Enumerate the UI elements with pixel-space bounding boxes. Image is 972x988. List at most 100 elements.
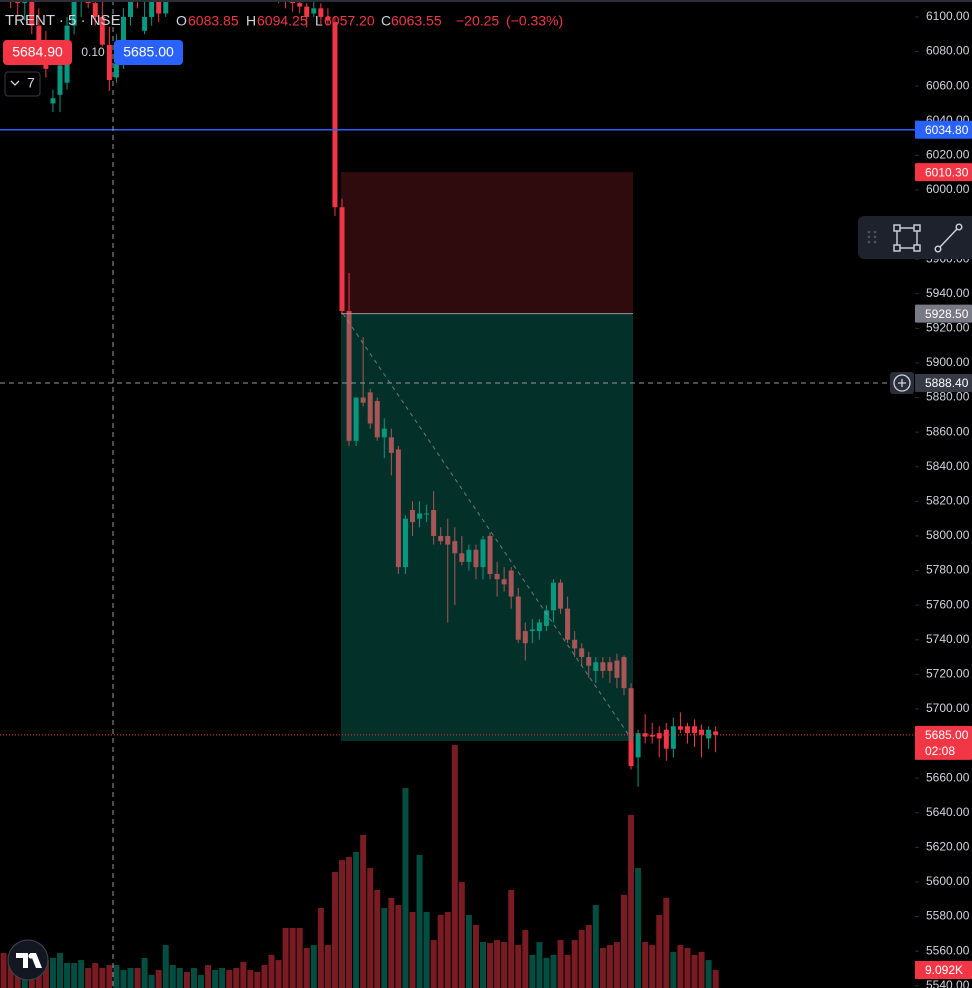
volume-bar (289, 927, 296, 988)
volume-bar (684, 947, 691, 988)
candle-body (318, 8, 324, 17)
logo-dot[interactable] (28, 953, 34, 959)
y-tick-label: 5760.00 (926, 597, 970, 611)
y-tick-label: 6100.00 (926, 9, 970, 23)
logo-mark[interactable] (16, 953, 42, 968)
volume-bar (310, 945, 317, 988)
volume-bar (621, 894, 627, 988)
volume-bar (613, 942, 620, 988)
candle-body (706, 729, 712, 739)
trend-line-tool[interactable] (934, 223, 963, 253)
volume-bar (472, 925, 479, 988)
y-tick-label: 5620.00 (926, 840, 970, 854)
y-tick-label: 5780.00 (926, 563, 970, 577)
volume-bar (543, 957, 550, 988)
volume-bar (120, 969, 127, 988)
alert-marker (915, 120, 972, 139)
volume-bar (578, 929, 585, 988)
volume-bar (127, 967, 134, 988)
volume-bar (176, 967, 183, 988)
candle-body (565, 608, 571, 640)
volume-bar (628, 814, 635, 988)
candle-body (670, 726, 676, 749)
volume-bar (155, 969, 162, 988)
symbol-title: TRENT · 5 · NSE (5, 12, 121, 29)
volume-bar (303, 947, 310, 988)
stop-marker (915, 163, 972, 182)
buy-price[interactable]: 5685.00 (123, 44, 174, 60)
volume-bar (240, 962, 247, 988)
volume-bar (571, 940, 578, 988)
volume-bar (169, 965, 176, 988)
rectangle-tool[interactable] (893, 224, 921, 252)
buy-button[interactable] (114, 40, 183, 65)
legend-key: H (246, 13, 256, 29)
candle-body (593, 662, 599, 671)
toolbar-grip[interactable] (867, 230, 877, 244)
volume-bar (99, 967, 106, 988)
y-tick-label: 5920.00 (926, 321, 970, 335)
candle-body (677, 726, 683, 730)
candle-body (57, 65, 63, 95)
candle-body (297, 3, 303, 7)
candle-body (325, 16, 331, 21)
candle-body (149, 0, 155, 17)
volume-bar (522, 929, 529, 988)
volume-bar (388, 897, 395, 988)
candle-body (529, 629, 535, 632)
candle-body (346, 311, 352, 441)
volume-bar (501, 942, 508, 988)
volume-bar (268, 954, 275, 988)
candle-body (551, 582, 556, 611)
y-tick-label: 6020.00 (926, 148, 970, 162)
volume-bar (317, 907, 324, 988)
y-tick-label: 5660.00 (926, 770, 970, 784)
countdown: 02:08 (925, 744, 955, 758)
candle-body (410, 510, 415, 523)
volume-bar (705, 960, 712, 988)
volume-bar (296, 927, 303, 988)
volume-bar (635, 867, 642, 988)
candle-body (71, 0, 77, 26)
volume-bar (134, 967, 141, 988)
candle-body (508, 570, 514, 597)
sell-price[interactable]: 5684.90 (12, 44, 63, 60)
volume-bar (212, 969, 219, 988)
candle-body (374, 401, 380, 438)
indicators-toggle[interactable] (4, 71, 41, 97)
volume-bar (233, 967, 240, 988)
legend-value: 6083.85 (188, 13, 239, 29)
candle-body (579, 648, 585, 658)
candle-body (395, 449, 401, 568)
volume-bar (42, 960, 49, 988)
entry-marker-label: 5928.50 (925, 307, 969, 321)
stop-zone (341, 172, 634, 314)
candle-body (431, 510, 437, 536)
volume-bar (198, 974, 204, 988)
candle-body (92, 3, 98, 17)
indicators-count[interactable]: 7 (27, 75, 35, 91)
volume-bar (564, 954, 571, 988)
volume-bar (0, 952, 7, 988)
chevron-icon[interactable] (10, 80, 20, 86)
candle-body (99, 16, 105, 45)
volume-bar (141, 957, 148, 988)
candle-body (424, 513, 430, 515)
volume-bar (430, 940, 437, 988)
target-zone (341, 313, 634, 742)
alert-marker-label: 6034.80 (925, 123, 969, 137)
candle-body (614, 660, 620, 678)
candle-body (142, 16, 148, 31)
candle-body (304, 6, 310, 17)
legend-key: C (381, 13, 391, 29)
candle-body (699, 729, 705, 735)
y-tick-label: 5580.00 (926, 909, 970, 923)
sell-button[interactable] (3, 40, 72, 65)
volume-bar (642, 942, 649, 988)
y-tick-label: 6080.00 (926, 44, 970, 58)
candle-body (402, 518, 408, 568)
volume-bar (487, 943, 494, 988)
add-icon-plus (898, 379, 906, 388)
legend-change: −20.25 (456, 13, 499, 29)
